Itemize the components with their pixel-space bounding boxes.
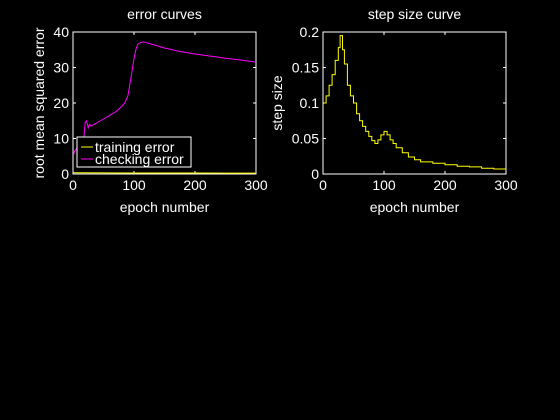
x-tick-label: 200 bbox=[433, 177, 457, 193]
x-tick-label: 100 bbox=[372, 177, 396, 193]
x-axis-label: epoch number bbox=[120, 199, 210, 215]
y-tick-label: 0.2 bbox=[300, 24, 320, 40]
x-tick-label: 0 bbox=[319, 177, 327, 193]
y-tick-label: 0.05 bbox=[292, 131, 319, 147]
step-size-axes: step size curve epoch number step size 0… bbox=[269, 6, 518, 215]
error-curves-axes: error curves epoch number root mean squa… bbox=[31, 6, 268, 215]
x-tick-label: 200 bbox=[183, 177, 207, 193]
y-tick-label: 0 bbox=[311, 166, 319, 182]
y-tick-label: 20 bbox=[53, 95, 69, 111]
x-tick-label: 300 bbox=[494, 177, 518, 193]
plot-frame bbox=[322, 31, 507, 175]
legend-label: checking error bbox=[95, 151, 184, 167]
y-tick-label: 0.15 bbox=[292, 60, 319, 76]
y-tick-label: 30 bbox=[53, 60, 69, 76]
legend-label: training error bbox=[95, 139, 175, 155]
legend-box bbox=[76, 136, 192, 168]
x-tick-label: 300 bbox=[244, 177, 268, 193]
y-axis-label: step size bbox=[269, 75, 285, 130]
chart-title: step size curve bbox=[368, 6, 462, 22]
y-axis-label: root mean squared error bbox=[31, 27, 47, 178]
x-axis-label: epoch number bbox=[370, 199, 460, 215]
y-tick-label: 0.1 bbox=[300, 95, 320, 111]
y-tick-label: 40 bbox=[53, 24, 69, 40]
checking-error-line bbox=[73, 41, 257, 155]
series-line-0 bbox=[323, 35, 507, 170]
x-tick-label: 0 bbox=[69, 177, 77, 193]
x-tick-label: 100 bbox=[122, 177, 146, 193]
chart-title: error curves bbox=[127, 6, 202, 22]
y-tick-label: 0 bbox=[61, 166, 69, 182]
y-tick-label: 10 bbox=[53, 131, 69, 147]
